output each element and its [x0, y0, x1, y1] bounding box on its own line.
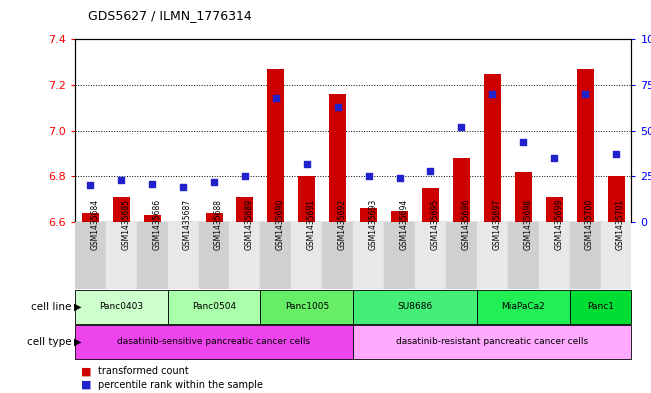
- Bar: [322, 222, 353, 289]
- Text: GSM1435697: GSM1435697: [492, 198, 501, 250]
- Bar: [391, 211, 408, 222]
- Text: GSM1435689: GSM1435689: [245, 198, 254, 250]
- Bar: [168, 290, 260, 323]
- Text: GSM1435698: GSM1435698: [523, 198, 533, 250]
- Bar: [329, 94, 346, 222]
- Point: [456, 124, 467, 130]
- Text: GSM1435687: GSM1435687: [183, 198, 192, 250]
- Point: [363, 173, 374, 180]
- Bar: [353, 290, 477, 323]
- Bar: [353, 325, 631, 359]
- Bar: [515, 172, 532, 222]
- Bar: [75, 325, 353, 359]
- Text: SU8686: SU8686: [397, 302, 433, 311]
- Bar: [477, 222, 508, 289]
- Bar: [577, 69, 594, 222]
- Point: [425, 168, 436, 174]
- Bar: [360, 208, 377, 222]
- Bar: [206, 213, 223, 222]
- Text: GSM1435699: GSM1435699: [554, 198, 563, 250]
- Point: [333, 104, 343, 110]
- Bar: [144, 215, 161, 222]
- Bar: [570, 290, 631, 323]
- Text: ■: ■: [81, 380, 92, 389]
- Bar: [446, 222, 477, 289]
- Text: GSM1435685: GSM1435685: [121, 198, 130, 250]
- Bar: [546, 197, 562, 222]
- Bar: [75, 290, 168, 323]
- Point: [549, 155, 559, 161]
- Point: [301, 160, 312, 167]
- Point: [518, 138, 529, 145]
- Bar: [260, 222, 292, 289]
- Bar: [168, 222, 199, 289]
- Text: ■: ■: [81, 366, 92, 376]
- Text: GSM1435696: GSM1435696: [462, 198, 471, 250]
- Bar: [422, 188, 439, 222]
- Text: GSM1435690: GSM1435690: [276, 198, 285, 250]
- Point: [611, 151, 621, 158]
- Bar: [260, 290, 353, 323]
- Bar: [236, 197, 253, 222]
- Bar: [268, 69, 284, 222]
- Text: cell line: cell line: [31, 301, 72, 312]
- Point: [580, 91, 590, 97]
- Bar: [82, 213, 99, 222]
- Point: [209, 179, 219, 185]
- Text: ▶: ▶: [74, 301, 82, 312]
- Bar: [600, 222, 631, 289]
- Bar: [113, 197, 130, 222]
- Text: Panc1005: Panc1005: [284, 302, 329, 311]
- Bar: [298, 176, 315, 222]
- Bar: [415, 222, 446, 289]
- Point: [178, 184, 188, 191]
- Point: [271, 95, 281, 101]
- Text: GSM1435692: GSM1435692: [338, 198, 347, 250]
- Text: GDS5627 / ILMN_1776314: GDS5627 / ILMN_1776314: [88, 9, 252, 22]
- Text: GSM1435684: GSM1435684: [90, 198, 100, 250]
- Text: MiaPaCa2: MiaPaCa2: [501, 302, 545, 311]
- Bar: [607, 176, 624, 222]
- Point: [487, 91, 497, 97]
- Text: GSM1435688: GSM1435688: [214, 198, 223, 250]
- Bar: [353, 222, 384, 289]
- Point: [116, 177, 126, 183]
- Point: [240, 173, 250, 180]
- Point: [85, 182, 96, 189]
- Bar: [477, 290, 570, 323]
- Bar: [137, 222, 168, 289]
- Text: percentile rank within the sample: percentile rank within the sample: [98, 380, 262, 389]
- Bar: [199, 222, 230, 289]
- Text: ▶: ▶: [74, 337, 82, 347]
- Bar: [570, 222, 600, 289]
- Text: Panc0403: Panc0403: [99, 302, 143, 311]
- Text: transformed count: transformed count: [98, 366, 188, 376]
- Text: Panc0504: Panc0504: [192, 302, 236, 311]
- Point: [395, 175, 405, 181]
- Bar: [484, 73, 501, 222]
- Text: dasatinib-resistant pancreatic cancer cells: dasatinib-resistant pancreatic cancer ce…: [396, 338, 589, 346]
- Bar: [75, 222, 105, 289]
- Text: cell type: cell type: [27, 337, 72, 347]
- Text: GSM1435700: GSM1435700: [585, 198, 594, 250]
- Text: GSM1435694: GSM1435694: [400, 198, 409, 250]
- Bar: [508, 222, 539, 289]
- Text: GSM1435691: GSM1435691: [307, 198, 316, 250]
- Text: GSM1435701: GSM1435701: [616, 198, 625, 250]
- Bar: [384, 222, 415, 289]
- Bar: [292, 222, 322, 289]
- Text: GSM1435695: GSM1435695: [430, 198, 439, 250]
- Text: GSM1435686: GSM1435686: [152, 198, 161, 250]
- Bar: [106, 222, 137, 289]
- Bar: [453, 158, 470, 222]
- Bar: [539, 222, 570, 289]
- Text: GSM1435693: GSM1435693: [368, 198, 378, 250]
- Bar: [230, 222, 260, 289]
- Text: Panc1: Panc1: [587, 302, 614, 311]
- Point: [147, 180, 158, 187]
- Text: dasatinib-sensitive pancreatic cancer cells: dasatinib-sensitive pancreatic cancer ce…: [117, 338, 311, 346]
